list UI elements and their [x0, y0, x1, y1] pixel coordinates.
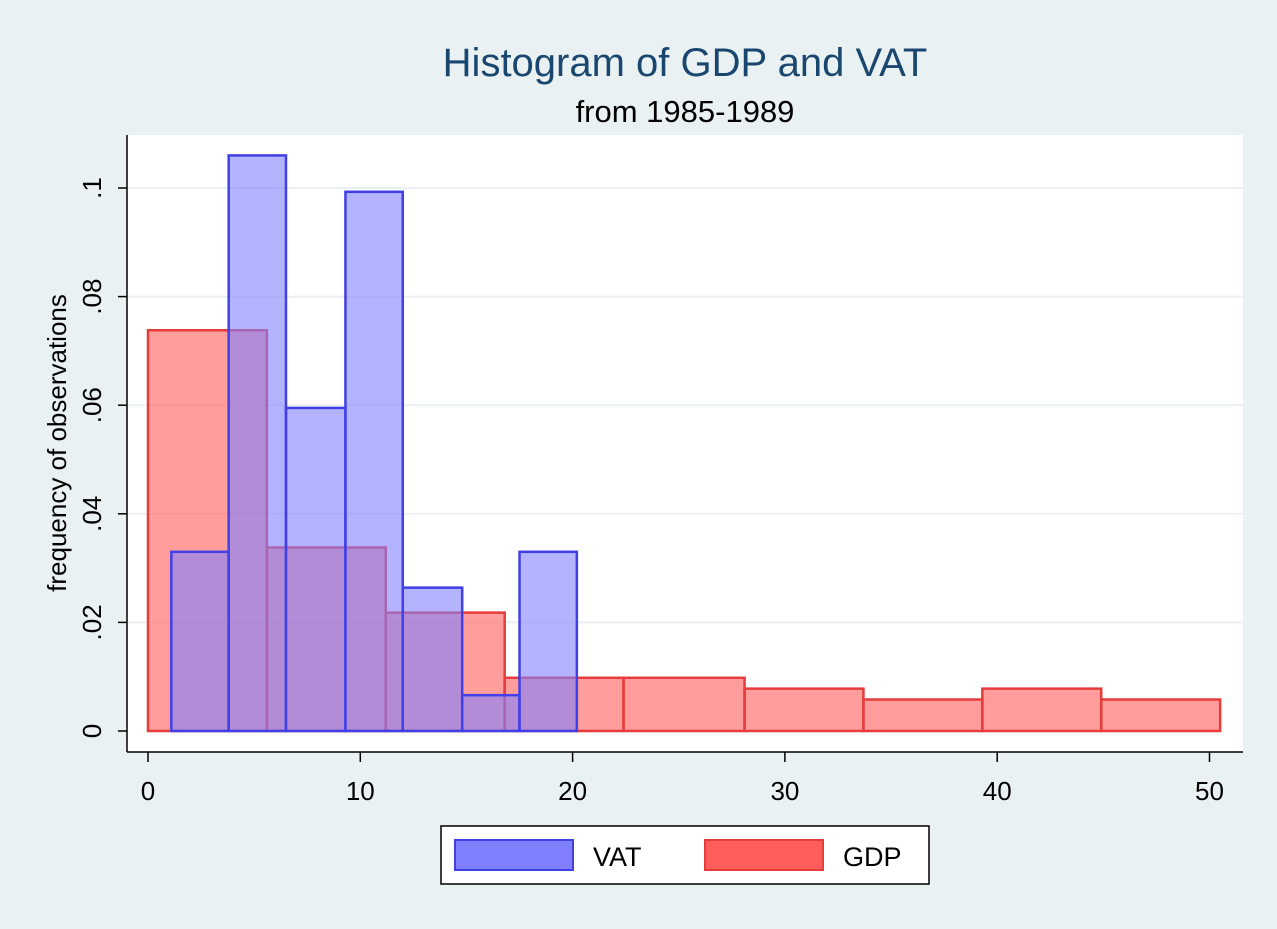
y-tick-label: 0	[77, 724, 107, 738]
x-tick-label: 0	[141, 776, 155, 806]
y-tick-label: .06	[77, 387, 107, 423]
vat-bar	[284, 406, 347, 733]
gdp-bar	[622, 676, 746, 733]
x-axis-ticks: 0 10 20 30 40 50	[141, 752, 1224, 806]
gdp-bar	[862, 698, 984, 733]
x-tick-label: 50	[1195, 776, 1224, 806]
y-axis-ticks: 0 .02 .04 .06 .08 .1	[77, 177, 127, 738]
x-tick-label: 30	[770, 776, 799, 806]
vat-bar	[227, 154, 288, 733]
gdp-bar	[981, 687, 1103, 733]
chart-subtitle: from 1985-1989	[576, 94, 795, 129]
x-tick-label: 40	[983, 776, 1012, 806]
chart-title: Histogram of GDP and VAT	[443, 41, 928, 85]
vat-bar	[518, 550, 579, 733]
legend-swatch-gdp	[704, 839, 824, 871]
gdp-bar	[1099, 698, 1222, 733]
vat-bar	[170, 550, 230, 733]
legend-swatch-vat	[454, 839, 574, 871]
legend: VAT GDP	[440, 825, 930, 885]
y-tick-label: .08	[77, 279, 107, 315]
y-tick-label: .1	[77, 177, 107, 199]
legend-label-vat: VAT	[593, 842, 642, 872]
x-tick-label: 10	[346, 776, 375, 806]
vat-bar	[401, 586, 464, 733]
y-axis-title: frequency of observations	[42, 294, 72, 592]
vat-bar	[460, 693, 521, 733]
gdp-bar	[743, 687, 865, 733]
y-tick-label: .04	[77, 496, 107, 532]
vat-bar	[344, 190, 405, 733]
x-tick-label: 20	[558, 776, 587, 806]
vat-bars	[170, 154, 579, 733]
y-tick-label: .02	[77, 604, 107, 640]
legend-label-gdp: GDP	[843, 842, 902, 872]
